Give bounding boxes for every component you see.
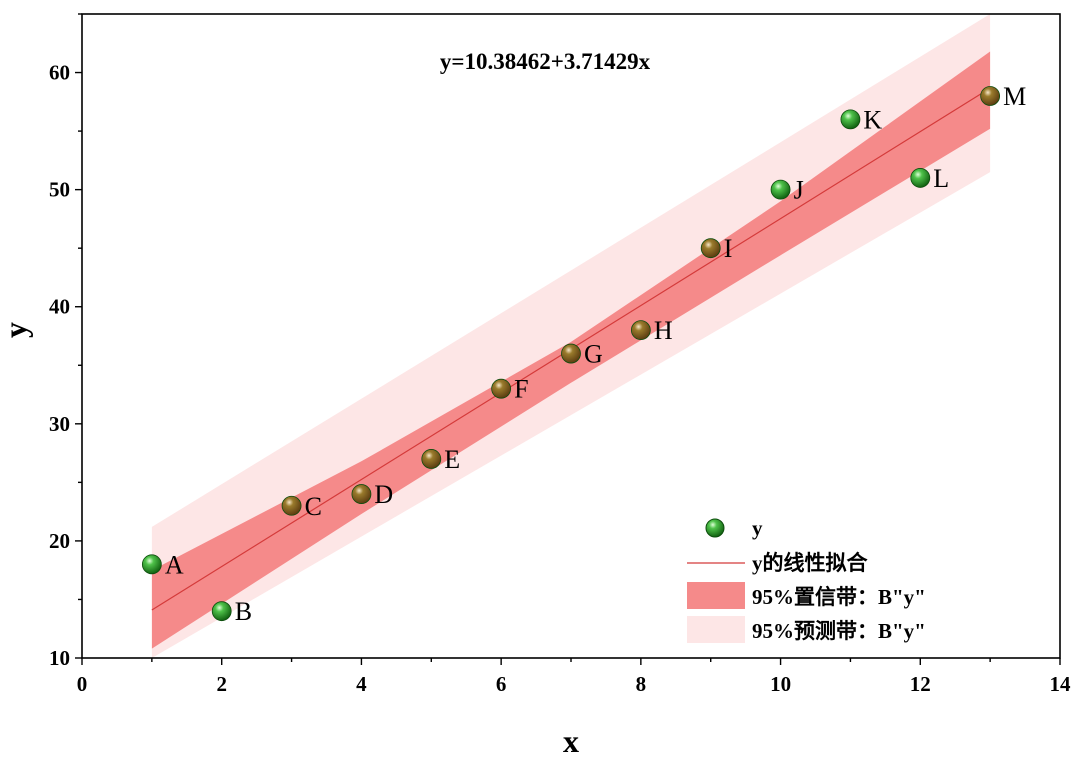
data-point-e — [421, 449, 442, 469]
data-point-g — [561, 343, 581, 364]
data-point-h — [630, 320, 651, 341]
x-tick-label-0: 0 — [77, 672, 88, 696]
data-point-a — [141, 554, 162, 575]
data-point-d — [351, 484, 372, 504]
x-tick-label-6: 6 — [496, 672, 507, 696]
legend-confidence-swatch — [687, 582, 745, 609]
y-tick-label-30: 30 — [49, 412, 70, 436]
y-tick-label-60: 60 — [49, 61, 70, 85]
point-label-d: D — [374, 480, 393, 509]
legend-point-symbol — [705, 518, 725, 538]
point-label-k: K — [863, 105, 882, 134]
x-tick-label-10: 10 — [770, 672, 791, 696]
data-point-i — [700, 238, 721, 259]
point-label-g: G — [584, 340, 603, 369]
x-tick-label-8: 8 — [636, 672, 647, 696]
x-tick-label-2: 2 — [216, 672, 227, 696]
x-tick-label-14: 14 — [1050, 672, 1072, 696]
data-point-j — [770, 179, 791, 200]
legend-label-fit: y的线性拟合 — [752, 551, 868, 575]
legend-label-points: y — [752, 516, 763, 540]
y-axis-ticks: 10 20 30 40 50 60 — [49, 13, 82, 670]
point-label-m: M — [1003, 82, 1026, 111]
x-axis-title: x — [563, 723, 579, 759]
y-tick-label-40: 40 — [49, 295, 70, 319]
data-point-c — [281, 495, 302, 516]
point-label-e: E — [444, 445, 460, 474]
y-axis-title: y — [0, 322, 33, 338]
x-tick-label-12: 12 — [910, 672, 931, 696]
legend: y y的线性拟合 95%置信带：B"y" 95%预测带：B"y" — [687, 516, 926, 643]
point-label-h: H — [654, 316, 673, 345]
y-tick-label-10: 10 — [49, 646, 70, 670]
data-point-b — [211, 601, 232, 622]
legend-prediction-swatch — [687, 616, 745, 643]
data-point-m — [980, 86, 1001, 106]
x-tick-label-4: 4 — [356, 672, 367, 696]
point-label-l: L — [933, 164, 949, 193]
point-label-f: F — [514, 375, 528, 404]
y-tick-label-20: 20 — [49, 529, 70, 553]
data-point-l — [910, 168, 931, 188]
data-point-f — [491, 378, 512, 399]
point-label-a: A — [165, 550, 184, 579]
data-point-k — [840, 109, 861, 130]
data-points-layer — [141, 86, 1001, 622]
point-label-b: B — [235, 597, 252, 626]
legend-label-confidence: 95%置信带：B"y" — [752, 585, 926, 609]
point-label-i: I — [724, 234, 733, 263]
legend-label-prediction: 95%预测带：B"y" — [752, 619, 926, 643]
point-label-c: C — [305, 492, 322, 521]
y-tick-label-50: 50 — [49, 178, 70, 202]
x-axis-ticks: 0 2 4 6 8 10 12 14 — [77, 658, 1071, 696]
point-label-j: J — [794, 176, 804, 205]
point-labels-layer: A B C D E F G H I J K L M — [165, 82, 1026, 626]
fit-equation: y=10.38462+3.71429x — [440, 49, 651, 74]
